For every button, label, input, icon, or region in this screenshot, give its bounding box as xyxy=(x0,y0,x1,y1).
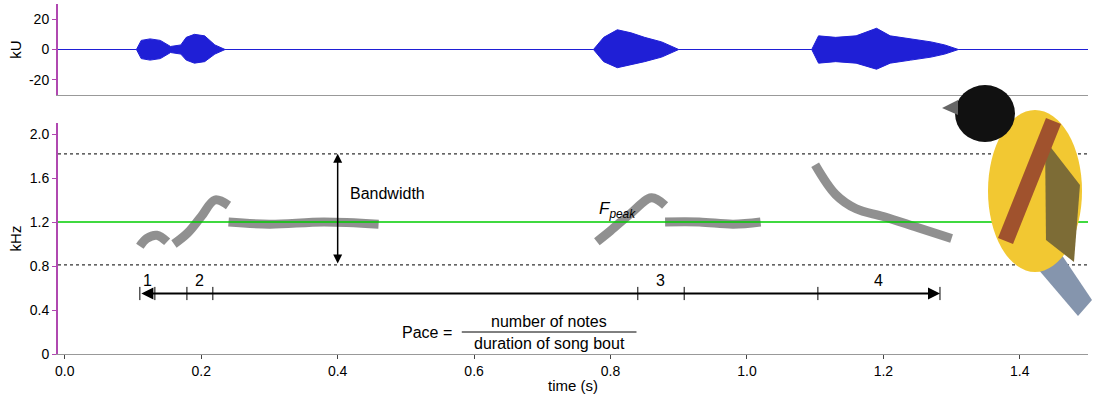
svg-text:1.0: 1.0 xyxy=(737,363,757,379)
svg-text:2.0: 2.0 xyxy=(30,126,50,142)
svg-text:3: 3 xyxy=(656,272,665,289)
svg-text:0.8: 0.8 xyxy=(601,363,621,379)
svg-text:number of notes: number of notes xyxy=(491,313,607,330)
svg-text:0.8: 0.8 xyxy=(30,258,50,274)
svg-text:1.4: 1.4 xyxy=(1010,363,1030,379)
svg-text:2: 2 xyxy=(195,272,204,289)
svg-text:F​peak​: F​peak​ xyxy=(599,199,636,221)
svg-text:0: 0 xyxy=(41,346,49,362)
svg-text:1.2: 1.2 xyxy=(874,363,894,379)
svg-text:1.2: 1.2 xyxy=(30,214,50,230)
svg-text:4: 4 xyxy=(874,272,883,289)
svg-text:kHz: kHz xyxy=(7,226,24,252)
svg-text:0: 0 xyxy=(41,41,49,57)
svg-text:0.0: 0.0 xyxy=(55,363,75,379)
svg-text:1.6: 1.6 xyxy=(30,170,50,186)
svg-text:0.2: 0.2 xyxy=(192,363,212,379)
svg-text:-20: -20 xyxy=(29,72,49,88)
svg-text:1: 1 xyxy=(143,272,152,289)
svg-text:Bandwidth: Bandwidth xyxy=(350,185,425,202)
svg-text:0.4: 0.4 xyxy=(328,363,348,379)
svg-text:0.6: 0.6 xyxy=(464,363,484,379)
svg-text:Pace =: Pace = xyxy=(402,324,452,341)
svg-text:time (s): time (s) xyxy=(548,377,598,394)
svg-text:duration of song bout: duration of song bout xyxy=(474,335,625,352)
svg-text:0.4: 0.4 xyxy=(30,302,50,318)
svg-text:kU: kU xyxy=(7,40,24,58)
svg-text:20: 20 xyxy=(34,11,50,27)
